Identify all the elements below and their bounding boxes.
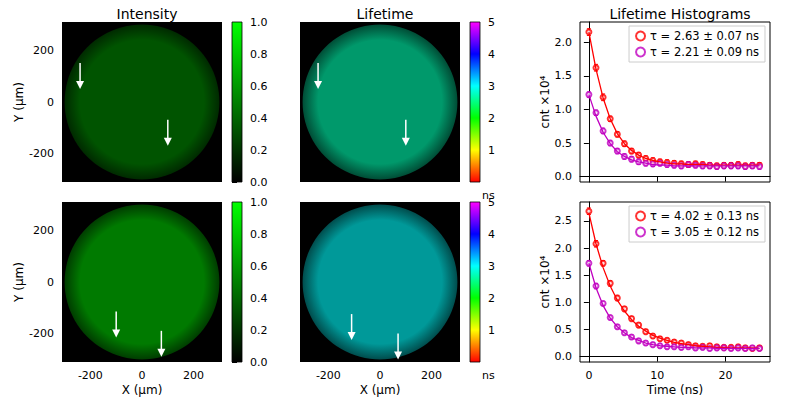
svg-text:X (μm): X (μm): [122, 383, 163, 397]
svg-text:0.0: 0.0: [555, 170, 573, 183]
svg-text:Y (μm): Y (μm): [12, 82, 26, 123]
svg-text:Y (μm): Y (μm): [12, 262, 26, 303]
svg-text:0.6: 0.6: [250, 80, 268, 93]
svg-text:0.5: 0.5: [555, 137, 573, 150]
svg-text:-200: -200: [29, 327, 54, 340]
svg-text:0.4: 0.4: [250, 112, 268, 125]
svg-text:1.0: 1.0: [250, 196, 268, 209]
svg-text:-200: -200: [29, 147, 54, 160]
svg-text:-200: -200: [78, 369, 103, 382]
svg-text:Intensity: Intensity: [117, 6, 178, 22]
svg-text:ns: ns: [482, 369, 495, 382]
svg-text:2: 2: [488, 292, 495, 305]
svg-text:1: 1: [488, 144, 495, 157]
svg-text:4: 4: [488, 228, 495, 241]
svg-text:0: 0: [377, 369, 384, 382]
svg-text:2.5: 2.5: [555, 214, 573, 227]
svg-text:4: 4: [488, 48, 495, 61]
svg-text:1.0: 1.0: [555, 296, 573, 309]
svg-text:0: 0: [47, 276, 54, 289]
svg-text:cnt ×10⁴: cnt ×10⁴: [538, 255, 552, 308]
svg-text:3: 3: [488, 80, 495, 93]
svg-text:X (μm): X (μm): [360, 383, 401, 397]
svg-text:200: 200: [33, 44, 54, 57]
svg-text:0.2: 0.2: [250, 324, 268, 337]
svg-text:1.5: 1.5: [555, 69, 573, 82]
svg-text:0.6: 0.6: [250, 260, 268, 273]
svg-text:0.5: 0.5: [555, 323, 573, 336]
svg-text:1: 1: [488, 324, 495, 337]
svg-text:0.2: 0.2: [250, 144, 268, 157]
svg-text:τ = 3.05 ± 0.12 ns: τ = 3.05 ± 0.12 ns: [650, 225, 759, 239]
svg-text:0: 0: [585, 369, 592, 382]
svg-text:Lifetime: Lifetime: [357, 6, 414, 22]
svg-text:0.0: 0.0: [555, 350, 573, 363]
svg-text:1.0: 1.0: [250, 16, 268, 29]
svg-text:200: 200: [183, 369, 204, 382]
svg-text:-200: -200: [316, 369, 341, 382]
svg-text:0.4: 0.4: [250, 292, 268, 305]
svg-text:5: 5: [488, 196, 495, 209]
svg-text:200: 200: [421, 369, 442, 382]
svg-text:0: 0: [139, 369, 146, 382]
svg-text:0.0: 0.0: [250, 176, 268, 189]
svg-text:0: 0: [47, 96, 54, 109]
svg-text:2.0: 2.0: [555, 36, 573, 49]
svg-text:10: 10: [650, 369, 664, 382]
svg-text:5: 5: [488, 16, 495, 29]
svg-text:1.0: 1.0: [555, 103, 573, 116]
svg-text:Lifetime Histograms: Lifetime Histograms: [609, 6, 750, 22]
svg-text:τ = 2.63 ± 0.07 ns: τ = 2.63 ± 0.07 ns: [650, 29, 759, 43]
svg-text:200: 200: [33, 224, 54, 237]
svg-text:0.0: 0.0: [250, 356, 268, 369]
svg-text:1.5: 1.5: [555, 269, 573, 282]
svg-text:2.0: 2.0: [555, 242, 573, 255]
svg-text:τ = 2.21 ± 0.09 ns: τ = 2.21 ± 0.09 ns: [650, 45, 759, 59]
svg-text:τ = 4.02 ± 0.13 ns: τ = 4.02 ± 0.13 ns: [650, 209, 759, 223]
svg-text:0.8: 0.8: [250, 48, 268, 61]
svg-text:2: 2: [488, 112, 495, 125]
svg-text:20: 20: [719, 369, 733, 382]
svg-text:0.8: 0.8: [250, 228, 268, 241]
svg-text:3: 3: [488, 260, 495, 273]
svg-text:cnt ×10⁴: cnt ×10⁴: [538, 75, 552, 128]
svg-text:Time (ns): Time (ns): [646, 383, 703, 397]
